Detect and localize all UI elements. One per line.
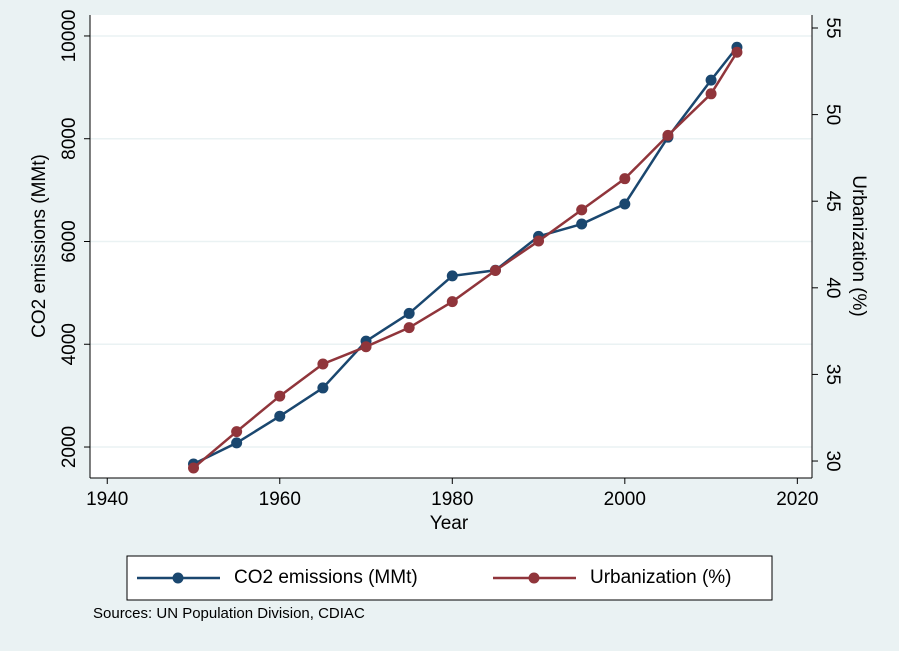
point	[446, 296, 458, 308]
point	[576, 204, 588, 216]
x-tick-label: 1980	[431, 489, 473, 510]
y-axis-label: CO2 emissions (MMt)	[29, 154, 50, 338]
y-tick-label: 2000	[59, 426, 80, 468]
y2-tick-label: 45	[822, 191, 843, 212]
note: Sources: UN Population Division, CDIAC	[93, 605, 365, 622]
point	[731, 46, 743, 58]
point	[231, 426, 243, 438]
legend-label: CO2 emissions (MMt)	[234, 567, 418, 588]
point	[403, 322, 415, 334]
y2-tick-label: 35	[822, 364, 843, 385]
point	[446, 270, 458, 282]
series-line	[192, 51, 739, 469]
y2-tick-label: 40	[822, 277, 843, 298]
legend-label: Urbanization (%)	[590, 567, 732, 588]
point	[662, 129, 674, 141]
y-tick-label: 6000	[59, 220, 80, 262]
point	[274, 390, 286, 402]
point	[533, 235, 545, 247]
x-tick-label: 1960	[259, 489, 301, 510]
point	[360, 341, 372, 353]
x-tick-label: 2020	[776, 489, 818, 510]
y-tick-label: 10000	[59, 10, 80, 63]
point	[619, 173, 631, 185]
y2-axis-label: Urbanization (%)	[848, 175, 869, 317]
plot-area	[90, 15, 812, 478]
series-line	[192, 46, 738, 466]
point	[188, 462, 200, 474]
y2-tick-label: 55	[822, 17, 843, 38]
point	[231, 437, 243, 449]
x-tick-label: 2000	[604, 489, 646, 510]
point	[317, 358, 329, 370]
point	[576, 218, 588, 230]
y-tick-label: 4000	[59, 323, 80, 365]
point	[274, 410, 286, 422]
legend-marker	[172, 572, 184, 584]
x-axis-label: Year	[430, 513, 469, 534]
y2-tick-label: 30	[822, 450, 843, 471]
point	[705, 88, 717, 100]
x-tick-label: 1940	[86, 489, 128, 510]
point	[403, 307, 415, 319]
point	[489, 264, 501, 276]
legend-marker	[528, 572, 540, 584]
y2-tick-label: 50	[822, 104, 843, 125]
y-tick-label: 8000	[59, 118, 80, 160]
legend-box	[126, 555, 773, 601]
point	[619, 198, 631, 210]
point	[705, 74, 717, 86]
point	[317, 382, 329, 394]
